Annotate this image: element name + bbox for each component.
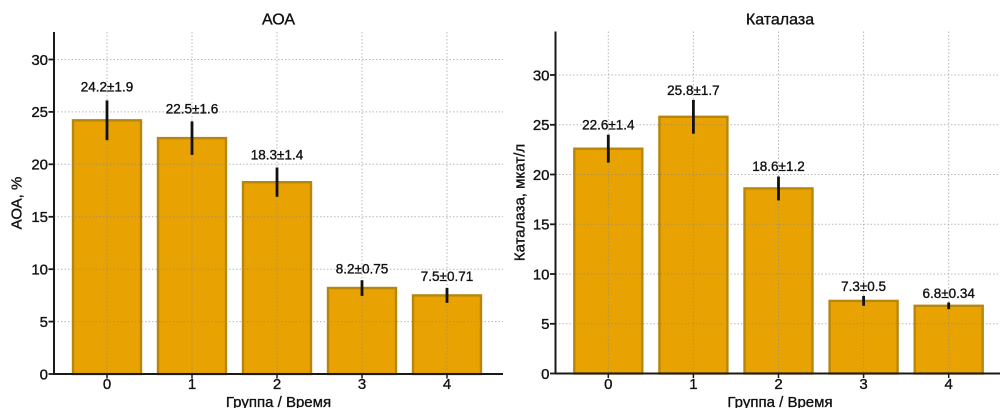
svg-text:30: 30: [533, 67, 550, 84]
svg-text:10: 10: [31, 262, 48, 279]
svg-text:АОА, %: АОА, %: [9, 177, 26, 230]
svg-text:3: 3: [859, 376, 867, 393]
svg-text:7.5±0.71: 7.5±0.71: [421, 269, 473, 284]
svg-text:4: 4: [443, 376, 451, 393]
svg-text:18.3±1.4: 18.3±1.4: [251, 148, 304, 163]
svg-text:15: 15: [31, 209, 48, 226]
svg-text:24.2±1.9: 24.2±1.9: [81, 80, 133, 95]
svg-text:2: 2: [774, 376, 782, 393]
svg-text:22.6±1.4: 22.6±1.4: [582, 118, 635, 133]
svg-text:20: 20: [533, 167, 550, 184]
svg-text:15: 15: [533, 217, 550, 234]
svg-text:0: 0: [103, 376, 111, 393]
svg-text:25: 25: [31, 104, 48, 121]
svg-text:4: 4: [945, 376, 953, 393]
svg-text:1: 1: [689, 376, 697, 393]
svg-text:25: 25: [533, 117, 550, 134]
svg-text:Группа / Время: Группа / Время: [226, 394, 331, 408]
svg-text:Каталаза, мкат/л: Каталаза, мкат/л: [512, 144, 529, 261]
svg-text:Каталаза: Каталаза: [746, 12, 814, 29]
svg-text:6.8±0.34: 6.8±0.34: [922, 286, 975, 301]
svg-text:5: 5: [40, 314, 48, 331]
svg-text:10: 10: [533, 266, 550, 283]
svg-text:18.6±1.2: 18.6±1.2: [752, 159, 804, 174]
svg-text:0: 0: [604, 376, 612, 393]
svg-text:3: 3: [358, 376, 366, 393]
svg-text:22.5±1.6: 22.5±1.6: [166, 101, 218, 116]
svg-text:2: 2: [273, 376, 281, 393]
svg-text:30: 30: [31, 52, 48, 69]
svg-text:7.3±0.5: 7.3±0.5: [841, 279, 886, 294]
svg-text:1: 1: [188, 376, 196, 393]
svg-text:20: 20: [31, 157, 48, 174]
svg-text:АОА: АОА: [262, 12, 295, 29]
svg-text:25.8±1.7: 25.8±1.7: [667, 83, 719, 98]
svg-text:0: 0: [541, 366, 549, 383]
svg-text:5: 5: [541, 316, 549, 333]
svg-text:0: 0: [40, 366, 48, 383]
svg-text:8.2±0.75: 8.2±0.75: [336, 261, 388, 276]
svg-text:Группа / Время: Группа / Время: [727, 394, 832, 408]
